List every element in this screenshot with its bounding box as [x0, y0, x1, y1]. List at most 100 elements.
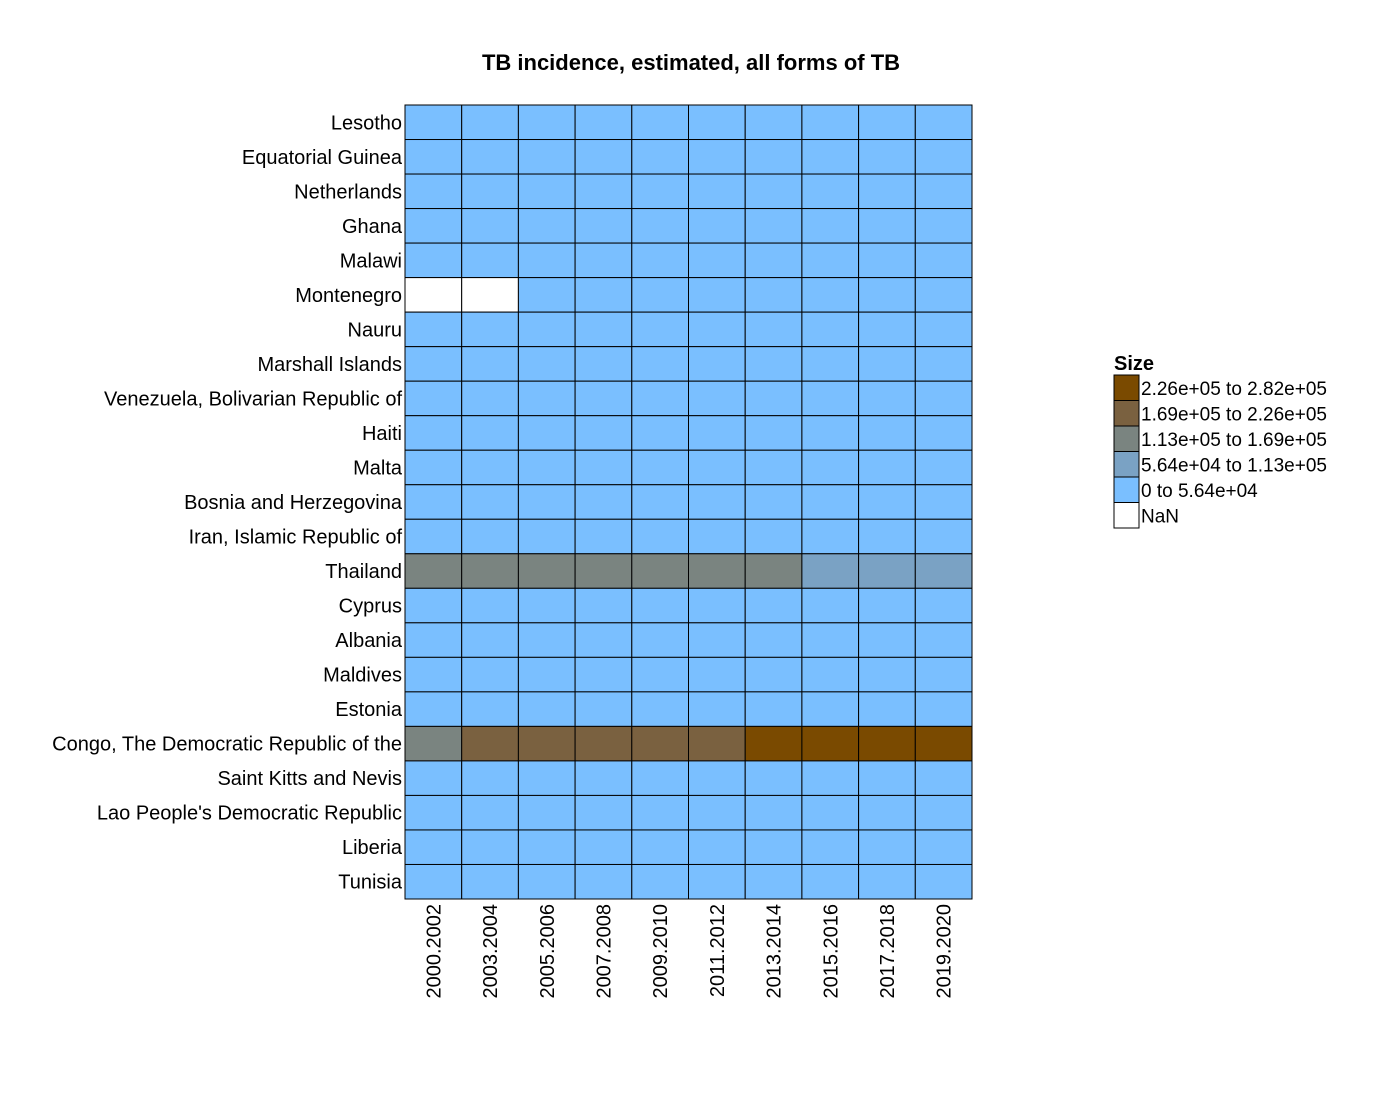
heatmap-cell — [688, 277, 746, 313]
heatmap-cell — [631, 242, 689, 279]
heatmap-cell — [404, 484, 463, 520]
heatmap-cell — [574, 656, 633, 693]
heatmap-cell — [461, 173, 519, 210]
heatmap-cell — [914, 104, 973, 141]
heatmap-cell — [517, 656, 576, 693]
chart-title: TB incidence, estimated, all forms of TB — [482, 50, 900, 75]
heatmap-cell — [858, 104, 916, 141]
heatmap-cell — [461, 829, 519, 865]
heatmap-cell — [914, 794, 973, 831]
heatmap-cell — [517, 518, 576, 555]
row-label: Nauru — [348, 319, 402, 341]
heatmap-cell — [801, 863, 860, 900]
legend-label: 5.64e+04 to 1.13e+05 — [1141, 455, 1327, 476]
row-label: Malawi — [340, 250, 402, 272]
heatmap-cell — [631, 794, 689, 831]
heatmap-cell — [801, 242, 860, 279]
heatmap-cell — [688, 863, 746, 900]
heatmap-cell — [914, 173, 973, 210]
heatmap-cell — [688, 725, 746, 762]
heatmap-cell — [517, 242, 576, 279]
heatmap-cell — [631, 346, 689, 382]
heatmap-cell — [858, 622, 916, 658]
heatmap-cell — [461, 139, 519, 175]
heatmap-cell — [404, 553, 463, 589]
heatmap-cell — [858, 587, 916, 624]
heatmap-cell — [404, 656, 463, 693]
heatmap-cell — [688, 518, 746, 555]
heatmap-cell — [574, 139, 633, 175]
heatmap-cell — [914, 242, 973, 279]
heatmap-cell — [688, 829, 746, 865]
heatmap-cell — [914, 139, 973, 175]
heatmap-cell — [801, 587, 860, 624]
row-labels: Lesotho Equatorial Guinea Netherlands Ghana… — [52, 112, 403, 893]
row-label: Saint Kitts and Nevis — [217, 768, 402, 790]
legend-title: Size — [1114, 353, 1154, 375]
heatmap-cell — [404, 173, 463, 210]
row-label: Lao People's Democratic Republic — [97, 803, 402, 825]
heatmap-cell — [631, 760, 689, 796]
heatmap-cell — [914, 380, 973, 417]
heatmap-cell — [858, 311, 916, 348]
heatmap-cell — [914, 622, 973, 658]
heatmap-cell — [858, 725, 916, 762]
heatmap-cell — [858, 449, 916, 486]
heatmap-cell — [801, 173, 860, 210]
row-label: Iran, Islamic Republic of — [189, 527, 403, 549]
heatmap-cell — [858, 691, 916, 727]
row-label: Thailand — [325, 561, 402, 583]
heatmap-cell — [858, 208, 916, 244]
heatmap-cell — [688, 104, 746, 141]
heatmap-cell — [744, 725, 803, 762]
heatmap-cell — [517, 587, 576, 624]
heatmap-cell — [404, 242, 463, 279]
heatmap-cell — [517, 277, 576, 313]
column-label: 2005.2006 — [537, 904, 559, 999]
heatmap-cell — [461, 656, 519, 693]
heatmap-cell — [744, 139, 803, 175]
heatmap-cell — [744, 311, 803, 348]
heatmap-cell — [461, 311, 519, 348]
row-label: Haiti — [362, 423, 402, 445]
heatmap-cell — [517, 449, 576, 486]
heatmap-cell — [517, 380, 576, 417]
legend-label: 1.13e+05 to 1.69e+05 — [1141, 430, 1327, 451]
heatmap-cell — [744, 484, 803, 520]
heatmap-cell — [858, 346, 916, 382]
heatmap-cell — [801, 311, 860, 348]
heatmap-cell — [631, 277, 689, 313]
heatmap-cell — [574, 449, 633, 486]
column-labels: 2000.2002 2003.2004 2005.2006 2007.2008 2009… — [423, 904, 955, 999]
heatmap-cell — [404, 139, 463, 175]
heatmap-cell — [688, 311, 746, 348]
heatmap-cell — [914, 553, 973, 589]
row-label: Marshall Islands — [257, 354, 402, 376]
row-label: Montenegro — [295, 285, 402, 307]
heatmap-cell — [858, 380, 916, 417]
heatmap-cell — [574, 794, 633, 831]
heatmap-cell — [517, 415, 576, 451]
heatmap-cell — [517, 311, 576, 348]
heatmap-cell — [574, 518, 633, 555]
heatmap-cell — [517, 104, 576, 141]
heatmap-cell — [744, 760, 803, 796]
column-label: 2003.2004 — [480, 904, 502, 999]
heatmap-cell — [404, 587, 463, 624]
heatmap-cell — [801, 725, 860, 762]
heatmap-cell — [631, 415, 689, 451]
heatmap-cell — [801, 104, 860, 141]
heatmap-cell — [461, 346, 519, 382]
heatmap-cell — [688, 656, 746, 693]
heatmap-cell — [404, 311, 463, 348]
legend: Size 2.26e+05 to 2.82e+05 1.69e+05 to 2.2… — [1113, 353, 1327, 529]
heatmap-cell — [404, 208, 463, 244]
heatmap-cell — [858, 863, 916, 900]
heatmap-cell — [688, 242, 746, 279]
heatmap-cell — [801, 277, 860, 313]
heatmap-cell — [914, 691, 973, 727]
heatmap-cell — [914, 311, 973, 348]
heatmap-cell — [461, 242, 519, 279]
heatmap-cell — [574, 691, 633, 727]
heatmap-cell — [517, 484, 576, 520]
